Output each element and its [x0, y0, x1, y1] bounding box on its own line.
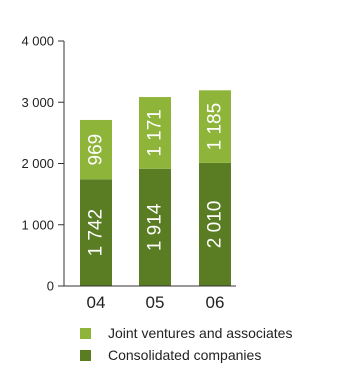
y-tick-label: 4 000	[21, 34, 54, 49]
y-tick-label: 0	[47, 279, 54, 294]
y-tick-label: 2 000	[21, 156, 54, 171]
legend-label: Joint ventures and associates	[108, 325, 293, 341]
x-tick-label: 04	[87, 293, 106, 312]
legend-swatch	[80, 327, 91, 339]
legend-item: Joint ventures and associates	[80, 322, 292, 344]
legend-swatch	[80, 349, 91, 361]
bar-value-label: 1 742	[86, 209, 107, 257]
bar-value-label: 1 185	[205, 103, 226, 151]
bar-segment-joint-ventures	[199, 90, 231, 163]
bar-segment-consolidated	[80, 179, 112, 286]
bar-segment-consolidated	[199, 162, 231, 286]
x-tick-label: 05	[146, 293, 165, 312]
legend-label: Consolidated companies	[108, 347, 262, 363]
bar-value-label: 1 914	[145, 203, 166, 251]
stacked-bar-chart: 0 1 000 2 000 3 000 4 000 1 742 969 04 1 914 1 17…	[21, 34, 236, 312]
bar-value-label: 1 171	[145, 109, 166, 157]
bar-segment-joint-ventures	[139, 97, 171, 169]
y-tick-label: 1 000	[21, 217, 54, 232]
legend-item: Consolidated companies	[80, 344, 292, 366]
bar-value-label: 969	[86, 134, 107, 166]
bar-segment-joint-ventures	[80, 119, 112, 180]
legend: Joint ventures and associates Consolidate…	[80, 322, 292, 366]
x-tick-label: 06	[206, 293, 225, 312]
bar-segment-consolidated	[139, 168, 171, 286]
bar-value-label: 2 010	[205, 201, 226, 249]
y-tick-label: 3 000	[21, 95, 54, 110]
